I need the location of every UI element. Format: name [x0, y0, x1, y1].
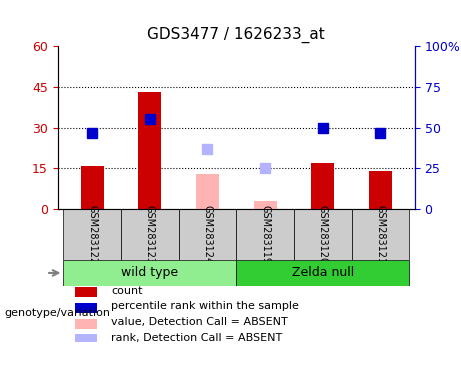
FancyBboxPatch shape [179, 209, 236, 260]
Text: count: count [111, 286, 143, 296]
Bar [76, 334, 97, 344]
Text: wild type: wild type [121, 266, 178, 280]
Bar [311, 163, 334, 209]
Text: percentile rank within the sample: percentile rank within the sample [111, 301, 299, 311]
Text: GSM283123: GSM283123 [145, 205, 155, 264]
Bar [254, 201, 277, 209]
Text: GSM283119: GSM283119 [260, 205, 270, 264]
Text: genotype/variation: genotype/variation [5, 308, 111, 318]
FancyBboxPatch shape [64, 209, 121, 260]
Text: rank, Detection Call = ABSENT: rank, Detection Call = ABSENT [111, 333, 283, 343]
Bar [138, 92, 161, 209]
Text: GSM283122: GSM283122 [87, 205, 97, 264]
FancyBboxPatch shape [64, 260, 236, 286]
Title: GDS3477 / 1626233_at: GDS3477 / 1626233_at [148, 27, 325, 43]
FancyBboxPatch shape [236, 260, 409, 286]
Bar [76, 303, 97, 313]
Bar [369, 171, 392, 209]
FancyBboxPatch shape [294, 209, 351, 260]
Text: GSM283124: GSM283124 [202, 205, 213, 264]
Text: Zelda null: Zelda null [291, 266, 354, 280]
Bar [76, 319, 97, 329]
Text: GSM283121: GSM283121 [375, 205, 385, 264]
Bar [76, 287, 97, 298]
Text: GSM283120: GSM283120 [318, 205, 328, 264]
Bar [81, 166, 104, 209]
Text: value, Detection Call = ABSENT: value, Detection Call = ABSENT [111, 317, 288, 327]
FancyBboxPatch shape [236, 209, 294, 260]
Bar [196, 174, 219, 209]
FancyBboxPatch shape [351, 209, 409, 260]
FancyBboxPatch shape [121, 209, 179, 260]
